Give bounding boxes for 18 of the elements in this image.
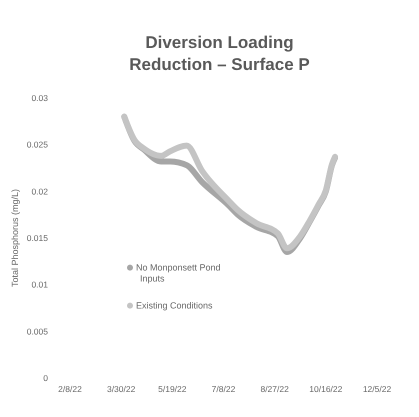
y-tick-label: 0.025 <box>26 140 48 150</box>
x-tick-label: 2/8/22 <box>58 384 82 394</box>
chart-title: Diversion Loading Reduction – Surface P <box>129 33 310 74</box>
x-tick-label: 3/30/22 <box>106 384 136 394</box>
y-tick-label: 0.005 <box>26 326 48 336</box>
y-tick-label: 0.015 <box>26 233 48 243</box>
x-tick-label: 7/8/22 <box>212 384 236 394</box>
x-tick-label: 8/27/22 <box>260 384 290 394</box>
y-axis-title: Total Phosphorus (mg/L) <box>10 188 20 288</box>
y-tick-label: 0 <box>43 373 48 383</box>
x-tick-label: 10/16/22 <box>309 384 343 394</box>
y-tick-label: 0.02 <box>31 186 48 196</box>
legend-label: Existing Conditions <box>136 300 214 311</box>
x-tick-label: 12/5/22 <box>362 384 392 394</box>
x-tick-label: 5/19/22 <box>158 384 187 394</box>
y-tick-label: 0.01 <box>31 280 48 290</box>
legend-label: No Monponsett Pond Inputs <box>136 262 221 284</box>
y-tick-label: 0.03 <box>31 93 48 103</box>
